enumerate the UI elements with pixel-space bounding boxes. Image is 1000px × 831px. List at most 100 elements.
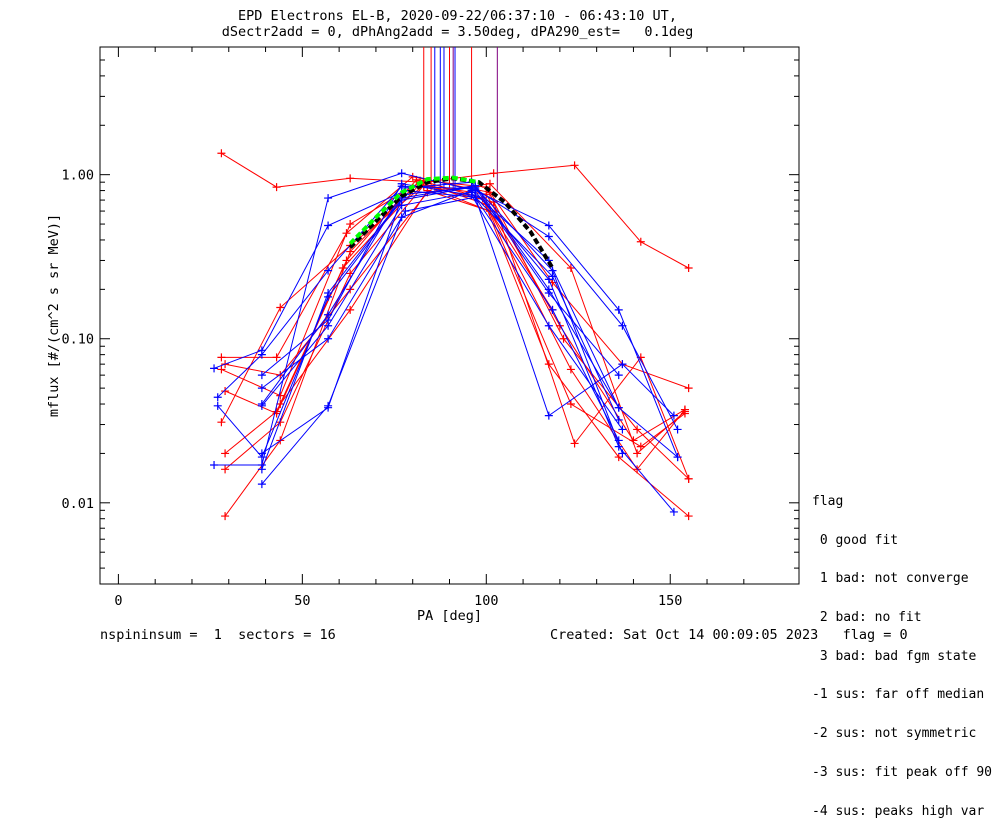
- data-point-marker: [673, 425, 682, 434]
- data-series-line: [217, 186, 675, 513]
- data-point-marker: [614, 371, 623, 380]
- data-point-marker: [566, 263, 575, 272]
- data-point-marker: [217, 353, 226, 362]
- legend-item: 1 bad: not converge: [812, 571, 969, 587]
- data-series-line: [261, 191, 620, 441]
- data-point-marker: [221, 449, 230, 458]
- data-series-line: [224, 179, 689, 480]
- data-point-marker: [346, 174, 355, 183]
- data-point-marker: [397, 179, 406, 188]
- data-point-marker: [467, 191, 476, 200]
- data-point-marker: [618, 449, 627, 458]
- pitch-angle-chart: 0 50 100 150 0.01 0.10 1.00 PA [deg] mflux [#/(c…: [46, 46, 800, 624]
- data-point-marker: [213, 401, 222, 410]
- data-series-line: [261, 181, 620, 405]
- data-series-line: [261, 186, 623, 470]
- data-point-marker: [217, 149, 226, 158]
- data-point-marker: [257, 465, 266, 474]
- y-tick-label: 0.01: [61, 496, 94, 512]
- data-point-marker: [346, 305, 355, 314]
- x-tick-label: 0: [114, 593, 122, 609]
- data-point-marker: [566, 365, 575, 374]
- data-point-marker: [684, 512, 693, 521]
- data-point-marker: [221, 465, 230, 474]
- data-point-marker: [544, 411, 553, 420]
- data-point-marker: [257, 480, 266, 489]
- data-point-marker: [257, 384, 266, 393]
- data-series-line: [279, 190, 553, 405]
- data-point-marker: [544, 221, 553, 230]
- data-point-marker: [217, 365, 226, 374]
- data-point-marker: [618, 425, 627, 434]
- data-point-marker: [636, 237, 645, 246]
- data-point-marker: [485, 179, 494, 188]
- legend-item: 0 good fit: [812, 532, 899, 548]
- data-point-marker: [272, 183, 281, 192]
- data-point-marker: [570, 439, 579, 448]
- data-series-line: [221, 176, 689, 389]
- data-point-marker: [669, 411, 678, 420]
- data-series-line: [221, 181, 686, 448]
- data-point-marker: [570, 161, 579, 170]
- legend-item: -2 sus: not symmetric: [812, 726, 977, 742]
- data-point-marker: [324, 221, 333, 230]
- data-point-marker: [397, 169, 406, 178]
- data-point-marker: [548, 305, 557, 314]
- y-tick-label: 1.00: [61, 168, 94, 184]
- data-point-marker: [221, 512, 230, 521]
- data-point-marker: [633, 465, 642, 474]
- data-point-marker: [324, 316, 333, 325]
- data-point-marker: [346, 220, 355, 229]
- legend-item: -3 sus: fit peak off 90: [812, 764, 993, 780]
- data-point-marker: [471, 183, 480, 192]
- data-point-marker: [213, 393, 222, 402]
- data-point-marker: [684, 474, 693, 483]
- data-point-marker: [559, 334, 568, 343]
- x-tick-label: 100: [474, 593, 498, 609]
- data-point-marker: [221, 387, 230, 396]
- footer-created-info: Created: Sat Oct 14 00:09:05 2023 flag =…: [550, 627, 908, 643]
- data-point-marker: [614, 403, 623, 412]
- data-point-marker: [544, 321, 553, 330]
- data-point-marker: [257, 350, 266, 359]
- y-axis-label: mflux [#/(cm^2 s sr MeV)]: [46, 214, 62, 417]
- data-point-marker: [633, 449, 642, 458]
- footer-spin-info: nspininsum = 1 sectors = 16: [100, 627, 336, 643]
- data-series-line: [213, 190, 675, 417]
- data-point-marker: [257, 371, 266, 380]
- data-point-marker: [338, 263, 347, 272]
- data-point-marker: [276, 303, 285, 312]
- data-point-marker: [276, 400, 285, 409]
- legend-item: 3 bad: bad fgm state: [812, 648, 977, 664]
- data-series-line: [220, 184, 690, 479]
- data-series-line: [261, 183, 623, 430]
- legend-item: -4 sus: peaks high var: [812, 803, 985, 819]
- data-point-marker: [272, 353, 281, 362]
- data-point-marker: [684, 384, 693, 393]
- data-point-marker: [272, 407, 281, 416]
- data-point-marker: [489, 169, 498, 178]
- data-point-marker: [257, 401, 266, 410]
- fit-curve: [348, 175, 480, 245]
- data-point-marker: [614, 453, 623, 462]
- data-point-marker: [544, 285, 553, 294]
- legend-item: -1 sus: far off median: [812, 687, 985, 703]
- data-point-marker: [566, 400, 575, 409]
- legend-item: 2 bad: no fit: [812, 609, 922, 625]
- legend-title: flag: [812, 493, 844, 509]
- data-point-marker: [324, 194, 333, 203]
- data-point-marker: [636, 442, 645, 451]
- data-point-marker: [548, 266, 557, 275]
- data-point-marker: [618, 321, 627, 330]
- x-axis-label: PA [deg]: [417, 608, 482, 624]
- data-point-marker: [684, 263, 693, 272]
- data-point-marker: [633, 425, 642, 434]
- data-point-marker: [680, 407, 689, 416]
- data-point-marker: [324, 266, 333, 275]
- data-point-marker: [324, 403, 333, 412]
- data-point-marker: [324, 334, 333, 343]
- chart-title-line-2: dSectr2add = 0, dPhAng2add = 3.50deg, dP…: [221, 24, 694, 40]
- data-point-marker: [614, 305, 623, 314]
- data-series-line: [217, 185, 679, 430]
- data-point-marker: [544, 232, 553, 241]
